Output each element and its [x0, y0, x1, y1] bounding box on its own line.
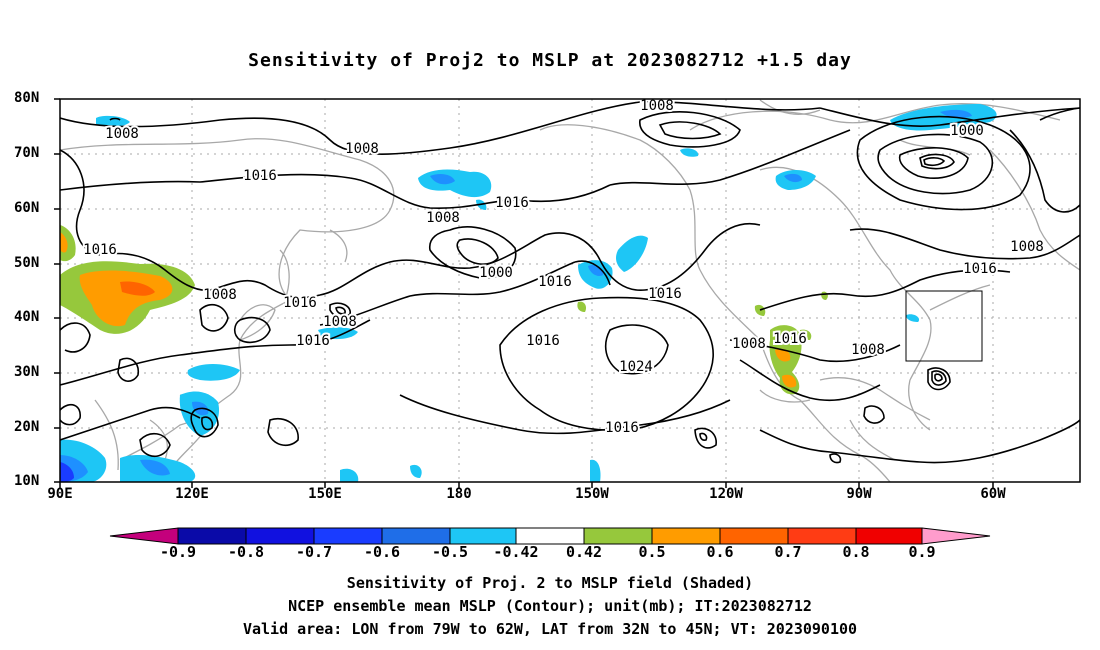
contour-label: 1016 — [83, 242, 117, 258]
colorbar-label: -0.8 — [227, 543, 265, 561]
colorbar-label: -0.7 — [295, 543, 333, 561]
lat-label-50n: 50N — [14, 255, 40, 271]
map-frame — [59, 98, 1081, 483]
colorbar-swatch — [583, 527, 653, 545]
colorbar-swatch — [855, 527, 923, 545]
colorbar-label: -0.9 — [159, 543, 197, 561]
colorbar-swatch — [787, 527, 857, 545]
lat-label-20n: 20N — [14, 419, 40, 435]
colorbar-low-arrow — [109, 527, 179, 545]
lon-label-150e: 150E — [308, 486, 342, 502]
contour-labels: 1008 1008 1008 1000 1016 1016 1016 1008 … — [81, 96, 1046, 438]
contour-label: 1008 — [851, 342, 885, 358]
contour-label: 1008 — [1010, 239, 1044, 255]
contour-label: 1016 — [296, 333, 330, 349]
contour-label: 1016 — [283, 295, 317, 311]
contour-label: 1016 — [648, 286, 682, 302]
lon-label-120e: 120E — [175, 486, 209, 502]
colorbar-label: -0.5 — [431, 543, 469, 561]
mslp-contours — [60, 101, 1080, 464]
colorbar-swatch — [651, 527, 721, 545]
lon-label-90e: 90E — [47, 486, 73, 502]
map-title: Sensitivity of Proj2 to MSLP at 20230827… — [248, 50, 852, 71]
sensitivity-shading — [60, 104, 997, 482]
lat-label-60n: 60N — [14, 200, 40, 216]
contour-label: 1000 — [950, 123, 984, 139]
contour-label: 1008 — [323, 314, 357, 330]
contour-label: 1008 — [345, 141, 379, 157]
contour-label: 1008 — [203, 287, 237, 303]
contour-label: 1016 — [495, 195, 529, 211]
contour-label: 1024 — [619, 359, 653, 375]
lat-label-70n: 70N — [14, 145, 40, 161]
lat-label-40n: 40N — [14, 309, 40, 325]
contour-label: 1000 — [479, 265, 513, 281]
lon-label-150w: 150W — [575, 486, 609, 502]
contour-label: 1016 — [538, 274, 572, 290]
colorbar-label: 0.7 — [774, 543, 802, 561]
colorbar-label: 0.6 — [706, 543, 734, 561]
caption-shading: Sensitivity of Proj. 2 to MSLP field (Sh… — [346, 574, 754, 592]
colorbar-swatch — [313, 527, 383, 545]
colorbar-swatch — [245, 527, 315, 545]
colorbar-label: 0.9 — [908, 543, 936, 561]
lat-label-10n: 10N — [14, 473, 40, 489]
axis-ticks — [54, 98, 994, 488]
contour-label: 1016 — [526, 333, 560, 349]
lon-label-90w: 90W — [846, 486, 872, 502]
contour-label: 1016 — [243, 168, 277, 184]
lat-label-80n: 80N — [14, 90, 40, 106]
contour-label: 1008 — [640, 98, 674, 114]
valid-area-box — [905, 290, 983, 362]
contour-label: 1016 — [963, 261, 997, 277]
colorbar-label: 0.8 — [842, 543, 870, 561]
colorbar-high-arrow — [921, 527, 991, 545]
contour-label: 1008 — [105, 126, 139, 142]
caption-valid-area: Valid area: LON from 79W to 62W, LAT fro… — [242, 620, 858, 638]
colorbar-label: -0.6 — [363, 543, 401, 561]
colorbar-swatch — [449, 527, 517, 545]
contour-label: 1008 — [426, 210, 460, 226]
colorbar-label: -0.42 — [493, 543, 539, 561]
colorbar-swatch — [515, 527, 585, 545]
colorbar-swatch — [381, 527, 451, 545]
lon-label-180: 180 — [446, 486, 472, 502]
contour-label: 1016 — [773, 331, 807, 347]
contour-label: 1016 — [605, 420, 639, 436]
colorbar-swatch — [719, 527, 789, 545]
colorbar-label: 0.42 — [565, 543, 603, 561]
lon-label-120w: 120W — [709, 486, 743, 502]
colorbar-swatch — [177, 527, 247, 545]
contour-label: 1008 — [732, 336, 766, 352]
caption-contour: NCEP ensemble mean MSLP (Contour); unit(… — [288, 597, 812, 615]
lon-label-60w: 60W — [980, 486, 1006, 502]
lat-label-30n: 30N — [14, 364, 40, 380]
colorbar-label: 0.5 — [638, 543, 666, 561]
